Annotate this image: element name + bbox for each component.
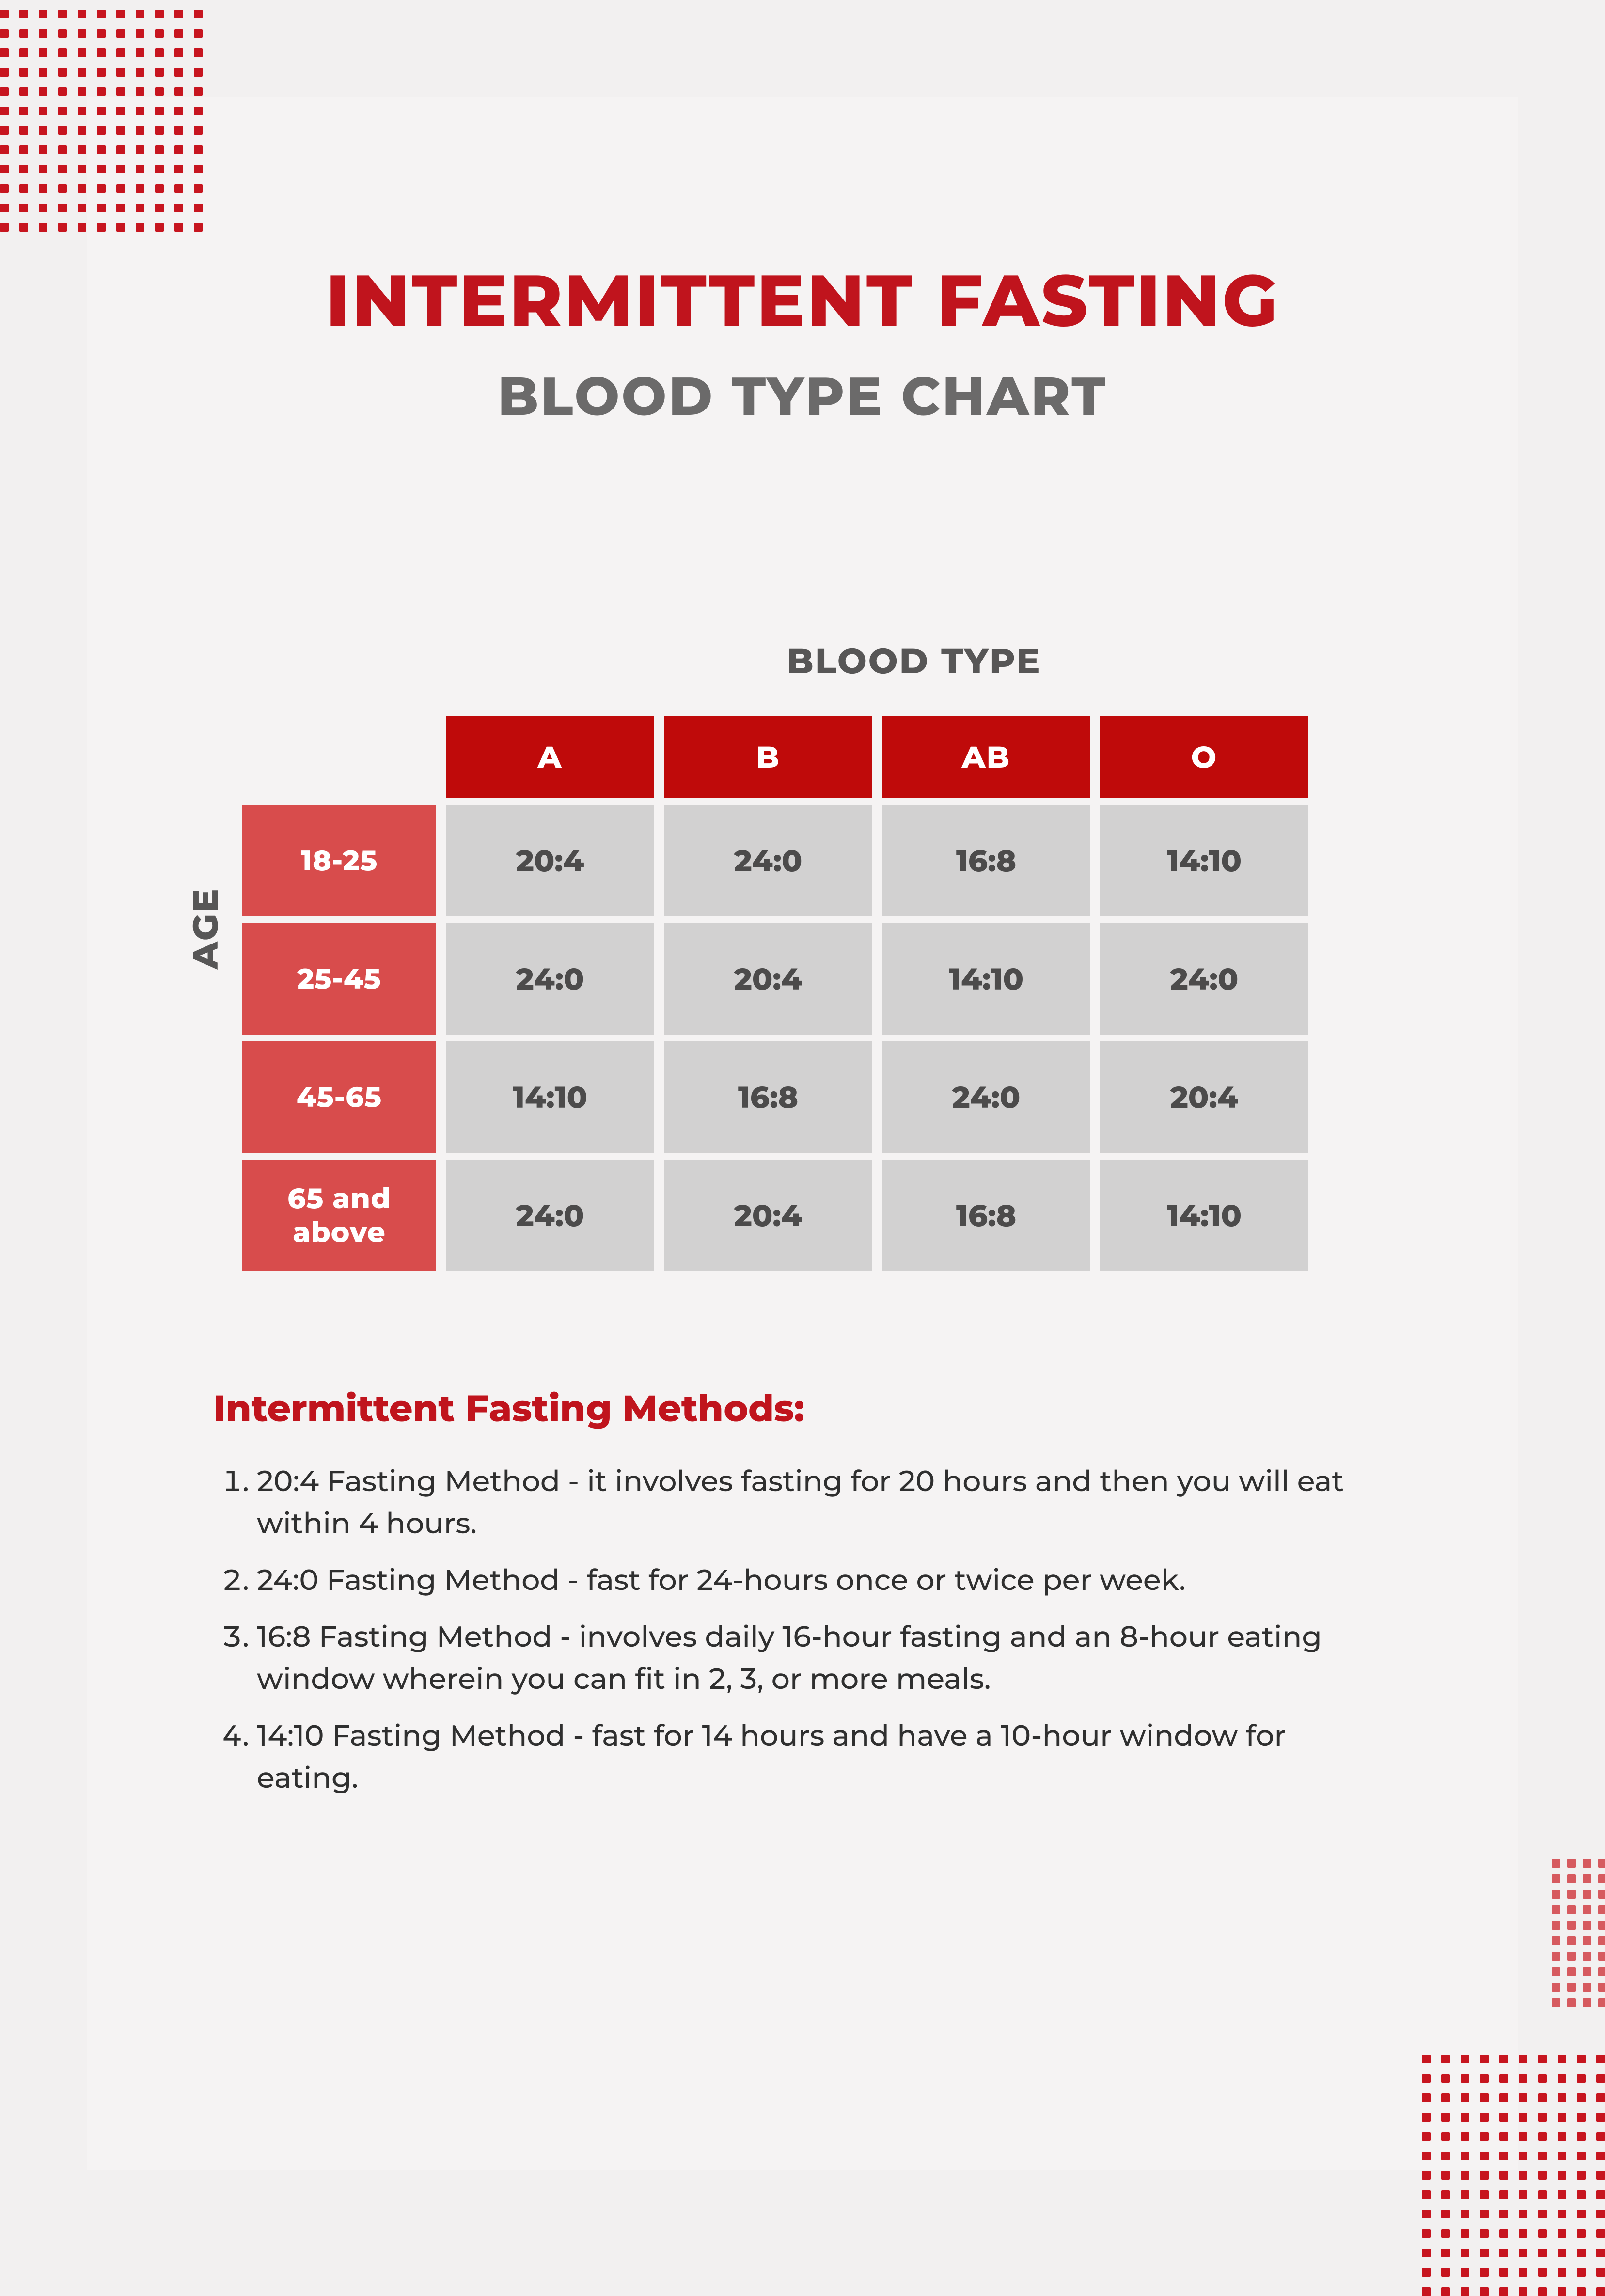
list-item: 14:10 Fasting Method - fast for 14 hours… (257, 1714, 1392, 1799)
table-region: BLOOD TYPE AGE A B AB O 18-25 20:4 24:0 … (204, 640, 1401, 1278)
list-item: 20:4 Fasting Method - it involves fastin… (257, 1460, 1392, 1544)
table-row: 25-45 24:0 20:4 14:10 24:0 (242, 923, 1308, 1035)
corner-cell (242, 716, 436, 798)
table-cell: 20:4 (664, 1160, 872, 1271)
col-head: A (446, 716, 654, 798)
list-item: 16:8 Fasting Method - involves daily 16-… (257, 1616, 1392, 1700)
table-cell: 24:0 (1100, 923, 1308, 1035)
methods-list: 20:4 Fasting Method - it involves fastin… (213, 1460, 1392, 1799)
row-head: 18-25 (242, 805, 436, 916)
table-cell: 14:10 (446, 1041, 654, 1153)
table-cell: 16:8 (664, 1041, 872, 1153)
col-head: O (1100, 716, 1308, 798)
header-block: INTERMITTENT FASTING BLOOD TYPE CHART (0, 257, 1605, 428)
column-axis-label: BLOOD TYPE (426, 640, 1401, 682)
table-cell: 24:0 (882, 1041, 1090, 1153)
page-subtitle: BLOOD TYPE CHART (0, 363, 1605, 428)
row-head: 25-45 (242, 923, 436, 1035)
table-header-row: A B AB O (242, 716, 1308, 798)
row-head: 45-65 (242, 1041, 436, 1153)
table-row: 65 and above 24:0 20:4 16:8 14:10 (242, 1160, 1308, 1271)
table-cell: 16:8 (882, 805, 1090, 916)
row-axis-label: AGE (184, 887, 227, 969)
table-cell: 16:8 (882, 1160, 1090, 1271)
table-cell: 24:0 (664, 805, 872, 916)
table-row: 45-65 14:10 16:8 24:0 20:4 (242, 1041, 1308, 1153)
table-cell: 24:0 (446, 1160, 654, 1271)
table-cell: 14:10 (882, 923, 1090, 1035)
fasting-table: A B AB O 18-25 20:4 24:0 16:8 14:10 25-4… (233, 709, 1318, 1278)
row-head: 65 and above (242, 1160, 436, 1271)
dot-grid-bottom-right-small (1552, 1859, 1605, 2005)
col-head: B (664, 716, 872, 798)
list-item: 24:0 Fasting Method - fast for 24-hours … (257, 1559, 1392, 1601)
table-cell: 14:10 (1100, 805, 1308, 916)
dot-grid-bottom-right-large (1422, 2055, 1605, 2296)
table-cell: 20:4 (664, 923, 872, 1035)
col-head: AB (882, 716, 1090, 798)
methods-title: Intermittent Fasting Methods: (213, 1386, 1392, 1431)
table-cell: 20:4 (1100, 1041, 1308, 1153)
methods-section: Intermittent Fasting Methods: 20:4 Fasti… (213, 1386, 1392, 1813)
table-row: 18-25 20:4 24:0 16:8 14:10 (242, 805, 1308, 916)
table-cell: 14:10 (1100, 1160, 1308, 1271)
table-cell: 24:0 (446, 923, 654, 1035)
table-cell: 20:4 (446, 805, 654, 916)
dot-grid-top-left (0, 0, 203, 232)
page-title: INTERMITTENT FASTING (0, 257, 1605, 344)
